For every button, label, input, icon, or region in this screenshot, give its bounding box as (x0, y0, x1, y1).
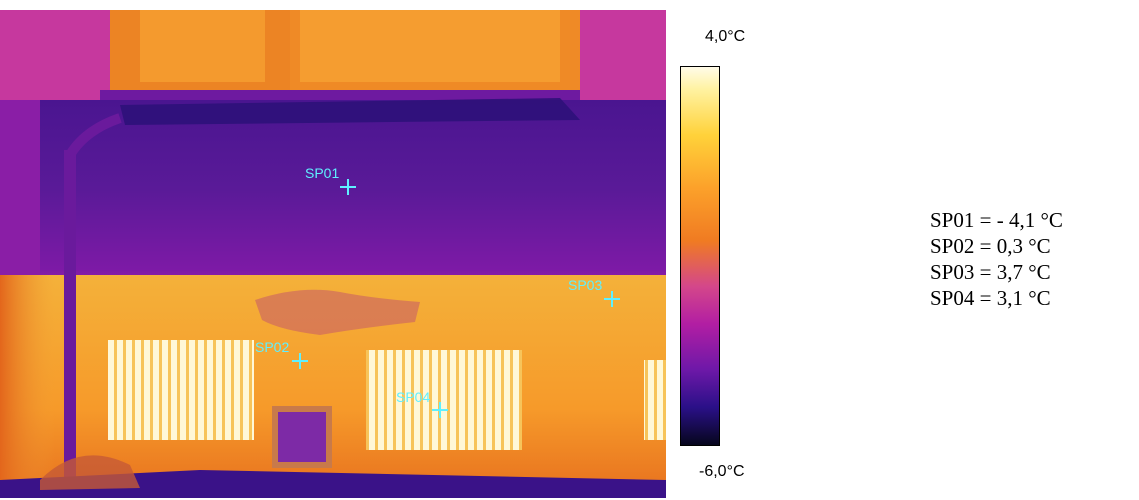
thermal-image: SP01 SP02 SP03 SP04 (0, 10, 666, 498)
spot-readings: SP01 = - 4,1 °C SP02 = 0,3 °C SP03 = 3,7… (930, 207, 1063, 311)
downpipe (64, 150, 76, 480)
scale-max-label: 4,0°C (705, 28, 746, 45)
cold-wall-band (0, 100, 666, 300)
spot-marker-sp02: SP02 (255, 339, 308, 369)
spot-marker-sp04: SP04 (396, 389, 448, 418)
spot-marker-sp03: SP03 (568, 277, 620, 307)
spot-label: SP03 (568, 277, 602, 293)
reading-sp03: SP03 = 3,7 °C (930, 260, 1051, 284)
temperature-colorbar (680, 66, 720, 446)
spot-label: SP02 (255, 339, 289, 355)
spot-marker-sp01: SP01 (305, 165, 356, 195)
radiator-left (108, 340, 254, 440)
reading-sp01: SP01 = - 4,1 °C (930, 208, 1063, 232)
reading-sp04: SP04 = 3,1 °C (930, 286, 1051, 310)
spot-label: SP04 (396, 389, 430, 405)
scale-min-label: -6,0°C (699, 463, 745, 480)
radiator-right (366, 350, 522, 450)
reading-sp02: SP02 = 0,3 °C (930, 234, 1051, 258)
spot-label: SP01 (305, 165, 339, 181)
radiator-edge (644, 360, 666, 440)
